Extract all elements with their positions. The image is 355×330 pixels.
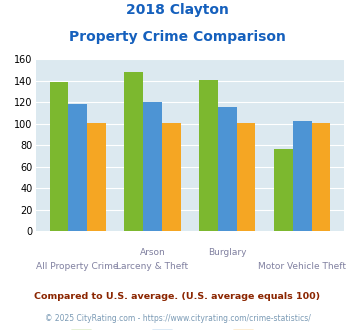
Legend: Clayton, Georgia, National: Clayton, Georgia, National <box>67 326 313 330</box>
Bar <box>312 123 330 231</box>
Bar <box>274 149 293 231</box>
Text: All Property Crime: All Property Crime <box>36 262 119 271</box>
Bar <box>293 120 312 231</box>
Bar <box>199 80 218 231</box>
Bar <box>124 72 143 231</box>
Text: © 2025 CityRating.com - https://www.cityrating.com/crime-statistics/: © 2025 CityRating.com - https://www.city… <box>45 314 310 323</box>
Bar <box>143 102 162 231</box>
Text: Larceny & Theft: Larceny & Theft <box>116 262 189 271</box>
Bar <box>162 123 181 231</box>
Bar <box>50 82 68 231</box>
Text: Property Crime Comparison: Property Crime Comparison <box>69 30 286 44</box>
Text: Arson: Arson <box>140 248 165 257</box>
Bar <box>68 104 87 231</box>
Text: Compared to U.S. average. (U.S. average equals 100): Compared to U.S. average. (U.S. average … <box>34 292 321 301</box>
Bar <box>218 107 237 231</box>
Text: Motor Vehicle Theft: Motor Vehicle Theft <box>258 262 346 271</box>
Text: 2018 Clayton: 2018 Clayton <box>126 3 229 17</box>
Text: Burglary: Burglary <box>208 248 247 257</box>
Bar <box>87 123 106 231</box>
Bar <box>237 123 256 231</box>
